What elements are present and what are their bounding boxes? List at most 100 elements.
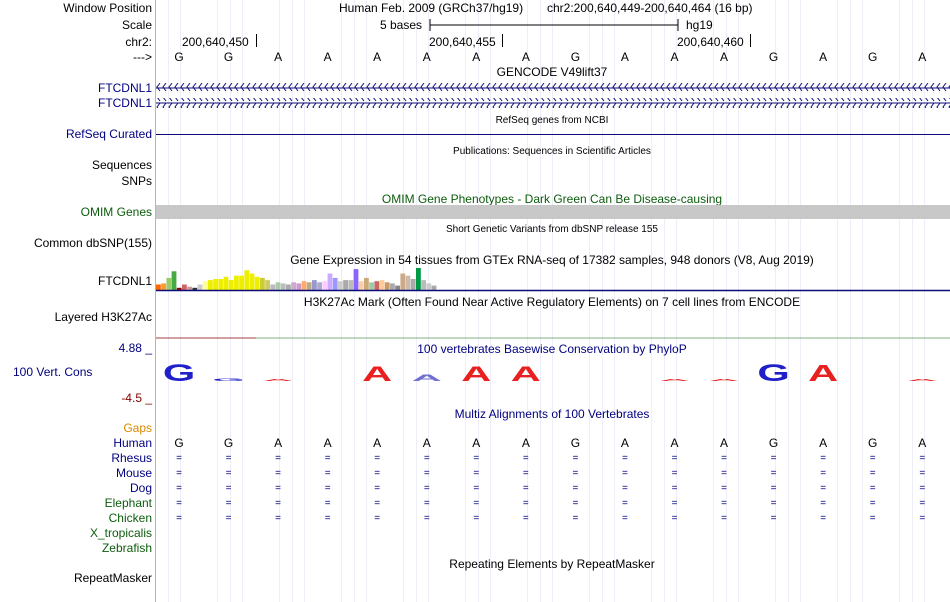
publications-snps-label[interactable]: SNPs — [121, 174, 152, 188]
gtex-tissue-bar[interactable] — [358, 281, 364, 290]
gtex-tissue-bar[interactable] — [353, 269, 359, 290]
gtex-tissue-bar[interactable] — [249, 273, 255, 291]
gtex-tissue-bar[interactable] — [364, 277, 369, 290]
omim-track-label[interactable]: OMIM Genes — [80, 205, 152, 219]
multiz-match-symbol: = — [622, 453, 628, 464]
multiz-species-label[interactable]: X_tropicalis — [89, 526, 152, 540]
h3k27ac-track-label[interactable]: Layered H3K27Ac — [54, 310, 152, 324]
refseq-track-label[interactable]: RefSeq Curated — [65, 127, 152, 141]
gtex-tissue-bar[interactable] — [182, 284, 187, 291]
phylop-logo-letter: A — [659, 379, 689, 382]
phylop-track-title[interactable]: 100 vertebrates Basewise Conservation by… — [417, 342, 687, 356]
gtex-expression-bars[interactable] — [156, 266, 950, 292]
gtex-tissue-bar[interactable] — [301, 281, 307, 290]
h3k27ac-track-title[interactable]: H3K27Ac Mark (Often Found Near Active Re… — [303, 295, 801, 309]
multiz-human-label[interactable]: Human — [113, 436, 152, 450]
multiz-species-label[interactable]: Chicken — [108, 511, 152, 525]
gtex-tissue-bar[interactable] — [369, 282, 374, 290]
sequence-base: A — [720, 50, 729, 64]
gtex-tissue-bar[interactable] — [208, 280, 213, 290]
dbsnp-track-label[interactable]: Common dbSNP(155) — [33, 236, 152, 250]
gtex-track-title[interactable]: Gene Expression in 54 tissues from GTEx … — [290, 253, 814, 267]
gtex-gene-label[interactable]: FTCDNL1 — [97, 274, 152, 288]
omim-phenotype-bar[interactable] — [156, 205, 950, 219]
sequence-base: G — [174, 50, 184, 64]
gencode-item-label-1[interactable]: FTCDNL1 — [97, 81, 152, 95]
phylop-max-label: 4.88 _ — [118, 341, 152, 355]
gtex-tissue-bar[interactable] — [431, 285, 437, 290]
gtex-tissue-bar[interactable] — [234, 275, 239, 290]
gtex-tissue-bar[interactable] — [348, 280, 354, 290]
gtex-tissue-bar[interactable] — [213, 279, 218, 290]
gtex-tissue-bar[interactable] — [239, 275, 244, 290]
dbsnp-track-title[interactable]: Short Genetic Variants from dbSNP releas… — [446, 224, 658, 235]
multiz-gaps-label[interactable]: Gaps — [123, 421, 152, 435]
multiz-species-label[interactable]: Mouse — [115, 466, 152, 480]
gencode-track-title[interactable]: GENCODE V49lift37 — [496, 65, 608, 79]
gtex-tissue-bar[interactable] — [327, 273, 333, 291]
gtex-tissue-bar[interactable] — [223, 276, 229, 290]
gtex-tissue-bar[interactable] — [416, 268, 421, 290]
gtex-tissue-bar[interactable] — [280, 283, 286, 290]
multiz-species-label[interactable]: Rhesus — [111, 451, 152, 465]
gtex-tissue-bar[interactable] — [218, 279, 224, 290]
gtex-tissue-bar[interactable] — [228, 280, 234, 290]
multiz-species-label[interactable]: Zebrafish — [101, 541, 152, 555]
gtex-tissue-bar[interactable] — [202, 281, 208, 290]
multiz-track-title[interactable]: Multiz Alignments of 100 Vertebrates — [454, 407, 650, 421]
refseq-gene-line[interactable] — [156, 134, 950, 135]
gencode-gene-features[interactable] — [156, 82, 950, 110]
gtex-tissue-bar[interactable] — [161, 283, 166, 290]
gtex-tissue-bar[interactable] — [426, 283, 432, 290]
gtex-tissue-bar[interactable] — [286, 284, 291, 291]
multiz-match-symbol: = — [225, 498, 232, 509]
publications-track-title[interactable]: Publications: Sequences in Scientific Ar… — [453, 146, 651, 157]
refseq-track-title[interactable]: RefSeq genes from NCBI — [495, 115, 609, 126]
gtex-tissue-bar[interactable] — [265, 280, 270, 290]
gtex-tissue-bar[interactable] — [405, 275, 411, 290]
gtex-tissue-bar[interactable] — [390, 283, 395, 290]
gtex-tissue-bar[interactable] — [312, 280, 317, 290]
multiz-species-label[interactable]: Elephant — [104, 496, 152, 510]
omim-track-title[interactable]: OMIM Gene Phenotypes - Dark Green Can Be… — [381, 192, 723, 206]
gtex-tissue-bar[interactable] — [338, 281, 343, 290]
gtex-tissue-bar[interactable] — [322, 281, 328, 290]
phylop-track-label[interactable]: 100 Vert. Cons — [13, 365, 93, 379]
repeatmasker-track-title[interactable]: Repeating Elements by RepeatMasker — [449, 557, 655, 571]
h3k27ac-signal[interactable] — [156, 334, 950, 340]
gtex-tissue-bar[interactable] — [291, 282, 296, 290]
gtex-tissue-bar[interactable] — [384, 282, 390, 290]
gtex-tissue-bar[interactable] — [260, 277, 265, 290]
gtex-tissue-bar[interactable] — [395, 285, 400, 290]
gtex-tissue-bar[interactable] — [176, 287, 182, 290]
multiz-match-symbol: = — [522, 453, 529, 464]
gtex-tissue-bar[interactable] — [421, 280, 426, 290]
gtex-tissue-bar[interactable] — [400, 273, 406, 291]
gtex-tissue-bar[interactable] — [306, 282, 312, 290]
gtex-tissue-bar[interactable] — [254, 276, 260, 290]
multiz-match-symbol: = — [473, 498, 480, 509]
gtex-tissue-bar[interactable] — [270, 284, 276, 291]
gtex-tissue-bar[interactable] — [197, 284, 203, 291]
multiz-species-label[interactable]: Dog — [129, 481, 152, 495]
gtex-tissue-bar[interactable] — [379, 280, 385, 290]
gtex-tissue-bar[interactable] — [171, 271, 177, 290]
gtex-tissue-bar[interactable] — [343, 280, 348, 290]
multiz-match-symbol: = — [572, 453, 579, 464]
gtex-tissue-bar[interactable] — [332, 277, 338, 290]
gtex-tissue-bar[interactable] — [410, 279, 416, 290]
gtex-tissue-bar[interactable] — [374, 281, 380, 290]
gtex-tissue-bar[interactable] — [166, 277, 172, 290]
gtex-tissue-bar[interactable] — [275, 282, 281, 290]
gtex-tissue-bar[interactable] — [296, 283, 302, 290]
gtex-tissue-bar[interactable] — [156, 284, 161, 291]
publications-sequences-label[interactable]: Sequences — [91, 158, 152, 172]
gencode-item-label-2[interactable]: FTCDNL1 — [97, 96, 152, 110]
gtex-tissue-bar[interactable] — [244, 270, 250, 290]
gtex-tissue-bar[interactable] — [192, 287, 198, 290]
repeatmasker-track-label[interactable]: RepeatMasker — [73, 571, 152, 585]
gtex-tissue-bar[interactable] — [317, 282, 322, 290]
gtex-tissue-bar[interactable] — [187, 286, 192, 290]
